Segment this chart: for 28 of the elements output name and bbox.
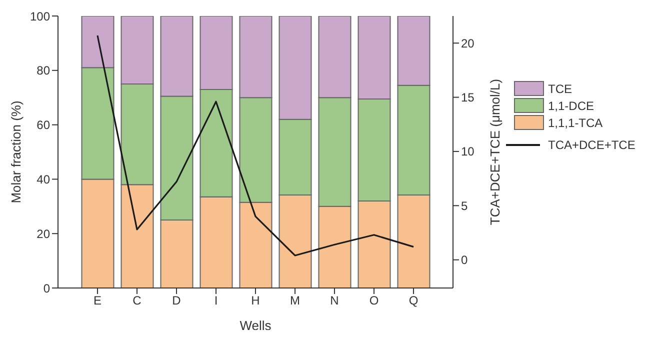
- x-tick-label: H: [251, 294, 260, 308]
- legend-label: 1,1,1-TCA: [548, 116, 603, 130]
- y2-axis-title: TCA+DCE+TCE (μmol/L): [488, 78, 503, 226]
- legend-label: TCE: [548, 82, 572, 96]
- y2-tick-label: 0: [461, 253, 468, 268]
- x-tick-label: M: [290, 294, 300, 308]
- y2-tick-label: 10: [461, 144, 475, 159]
- x-tick-label: N: [330, 294, 339, 308]
- y-tick-label: 20: [36, 226, 50, 241]
- x-axis-title: Wells: [240, 318, 272, 333]
- x-tick-label: D: [172, 294, 182, 308]
- x-tick-label: E: [93, 294, 102, 308]
- line-series: [96, 34, 414, 256]
- x-tick-label: I: [214, 294, 218, 308]
- x-tick-label: Q: [408, 294, 418, 308]
- y2-tick-label: 20: [461, 36, 475, 50]
- y2-tick-label: 15: [461, 90, 475, 105]
- x-tick-label: C: [132, 294, 142, 308]
- y-tick-label: 100: [30, 9, 50, 24]
- legend-label: 1,1-DCE: [548, 98, 594, 112]
- x-tick-label: O: [369, 294, 379, 308]
- y2-tick-label: 5: [461, 198, 468, 213]
- y-tick-label: 40: [36, 172, 50, 186]
- y-tick-label: 0: [43, 281, 50, 296]
- y-tick-label: 80: [36, 64, 50, 78]
- y-axis-title: Molar fraction (%): [8, 100, 24, 204]
- legend-label: TCA+DCE+TCE: [548, 138, 636, 152]
- y-tick-label: 60: [36, 118, 50, 132]
